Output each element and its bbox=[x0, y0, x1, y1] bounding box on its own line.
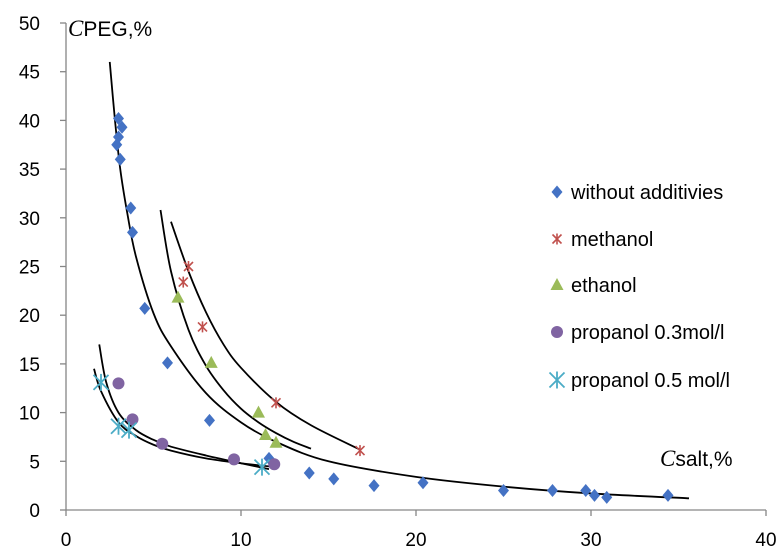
data-point-triangle bbox=[252, 405, 265, 418]
legend-marker-star bbox=[551, 233, 563, 245]
legend-label: without additivies bbox=[570, 182, 723, 204]
legend-item: without additivies bbox=[551, 182, 723, 204]
legend-marker-asterisk bbox=[548, 371, 566, 389]
data-point-diamond bbox=[589, 488, 600, 502]
x-tick-label: 0 bbox=[61, 530, 72, 551]
y-tick-label: 15 bbox=[19, 355, 40, 376]
legend-item: propanol 0.3mol/l bbox=[551, 322, 724, 344]
legend-label: propanol 0.5 mol/l bbox=[571, 370, 730, 392]
data-point-diamond bbox=[111, 138, 123, 152]
tick-labels: 0 10 20 30 40 0 5 10 15 20 25 30 35 40 45 50 bbox=[19, 14, 777, 551]
data-point-star bbox=[354, 445, 366, 457]
data-point-asterisk bbox=[110, 417, 127, 435]
x-axis-title-prefix: C bbox=[660, 446, 676, 471]
legend-item: propanol 0.5 mol/l bbox=[548, 370, 730, 392]
data-point-circle bbox=[156, 437, 169, 450]
y-tick-label: 35 bbox=[19, 160, 40, 181]
data-point-diamond bbox=[116, 120, 128, 134]
data-point-diamond bbox=[139, 301, 151, 315]
fitted-curve bbox=[98, 344, 270, 470]
legend: without additivies methanol ethanol prop… bbox=[548, 182, 730, 392]
legend-marker-shape bbox=[551, 185, 563, 199]
legend-marker-shape bbox=[550, 278, 564, 290]
y-tick-label: 25 bbox=[19, 258, 40, 279]
y-tick-label: 5 bbox=[29, 452, 40, 473]
y-tick-label: 20 bbox=[19, 306, 40, 327]
legend-marker-circle bbox=[551, 326, 563, 338]
data-point-diamond bbox=[580, 484, 592, 498]
legend-marker-shape bbox=[551, 233, 563, 245]
data-point-star bbox=[197, 321, 208, 333]
fitted-curve bbox=[170, 221, 361, 451]
data-point-diamond bbox=[601, 490, 613, 504]
legend-marker-shape bbox=[548, 371, 566, 389]
y-tick-label: 50 bbox=[19, 14, 40, 35]
data-point-triangle bbox=[259, 428, 272, 441]
data-point-diamond bbox=[328, 472, 340, 486]
data-point-asterisk bbox=[120, 421, 138, 439]
data-point-diamond bbox=[204, 413, 215, 427]
data-point-star bbox=[183, 261, 194, 272]
legend-item: ethanol bbox=[550, 275, 637, 297]
legend-label: propanol 0.3mol/l bbox=[571, 322, 724, 344]
data-point-triangle bbox=[269, 435, 283, 448]
data-point-diamond bbox=[127, 225, 138, 239]
data-point-asterisk bbox=[92, 373, 110, 391]
x-axis-title: Csalt,% bbox=[660, 446, 733, 471]
data-point-diamond bbox=[498, 484, 509, 498]
x-axis-title-rest: salt,% bbox=[675, 448, 732, 471]
data-point-circle bbox=[268, 458, 281, 471]
data-point-diamond bbox=[125, 201, 137, 215]
y-tick-label: 0 bbox=[29, 501, 40, 522]
legend-label: ethanol bbox=[571, 275, 637, 297]
y-tick-label: 30 bbox=[19, 209, 40, 230]
y-axis-title-prefix: C bbox=[68, 16, 84, 41]
legend-marker-triangle bbox=[550, 278, 564, 290]
data-point-circle bbox=[112, 377, 125, 390]
y-tick-label: 45 bbox=[19, 63, 40, 84]
y-tick-label: 40 bbox=[19, 111, 40, 132]
legend-label: methanol bbox=[571, 229, 653, 251]
data-points bbox=[92, 111, 674, 504]
data-point-triangle bbox=[171, 290, 185, 303]
data-point-star bbox=[270, 397, 282, 409]
legend-marker-diamond bbox=[551, 185, 563, 199]
legend-item: methanol bbox=[551, 229, 653, 251]
data-point-star bbox=[178, 276, 189, 288]
x-tick-label: 40 bbox=[755, 530, 776, 551]
data-point-diamond bbox=[162, 356, 173, 370]
data-point-diamond bbox=[114, 152, 126, 166]
data-point-diamond bbox=[417, 476, 429, 490]
y-tick-label: 10 bbox=[19, 404, 40, 425]
y-axis-title-rest: PEG,% bbox=[83, 18, 152, 41]
data-point-diamond bbox=[368, 479, 380, 493]
y-axis-title: CPEG,% bbox=[68, 16, 152, 41]
data-point-triangle bbox=[204, 355, 218, 368]
data-point-diamond bbox=[547, 484, 558, 498]
x-tick-label: 10 bbox=[230, 530, 251, 551]
legend-marker-shape bbox=[551, 326, 563, 338]
x-tick-label: 20 bbox=[405, 530, 426, 551]
data-point-asterisk bbox=[253, 458, 271, 476]
axes bbox=[60, 22, 767, 516]
x-tick-label: 30 bbox=[580, 530, 601, 551]
data-point-diamond bbox=[303, 466, 315, 480]
data-point-circle bbox=[228, 453, 240, 466]
fitted-curve bbox=[159, 209, 312, 450]
data-point-diamond bbox=[662, 488, 674, 502]
